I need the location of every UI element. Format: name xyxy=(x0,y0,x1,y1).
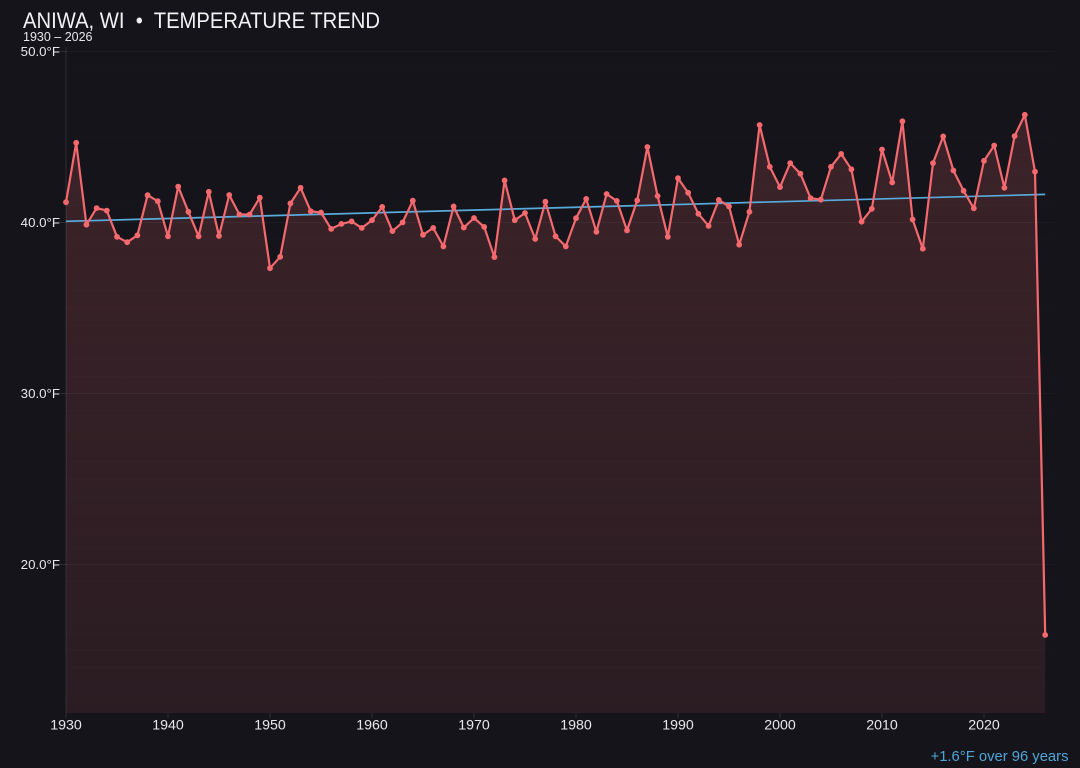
svg-text:2020: 2020 xyxy=(968,718,1000,734)
svg-text:1970: 1970 xyxy=(458,718,490,734)
svg-text:30.0°F: 30.0°F xyxy=(21,386,60,401)
svg-text:1930: 1930 xyxy=(50,718,82,734)
svg-text:+1.6°F over 96 years: +1.6°F over 96 years xyxy=(931,749,1069,765)
svg-text:1990: 1990 xyxy=(662,718,694,734)
svg-text:20.0°F: 20.0°F xyxy=(21,557,60,572)
svg-text:ANIWA, WI • TEMPERATURE TREN: ANIWA, WI • TEMPERATURE TREND xyxy=(23,8,380,33)
svg-text:1940: 1940 xyxy=(152,718,184,734)
svg-text:2000: 2000 xyxy=(764,718,796,734)
svg-text:1980: 1980 xyxy=(560,718,592,734)
svg-text:2010: 2010 xyxy=(866,718,898,734)
svg-text:1950: 1950 xyxy=(254,718,286,734)
svg-text:1960: 1960 xyxy=(356,718,388,734)
svg-text:1930 – 2026: 1930 – 2026 xyxy=(23,30,93,44)
svg-text:50.0°F: 50.0°F xyxy=(21,44,60,59)
svg-text:40.0°F: 40.0°F xyxy=(21,215,60,230)
